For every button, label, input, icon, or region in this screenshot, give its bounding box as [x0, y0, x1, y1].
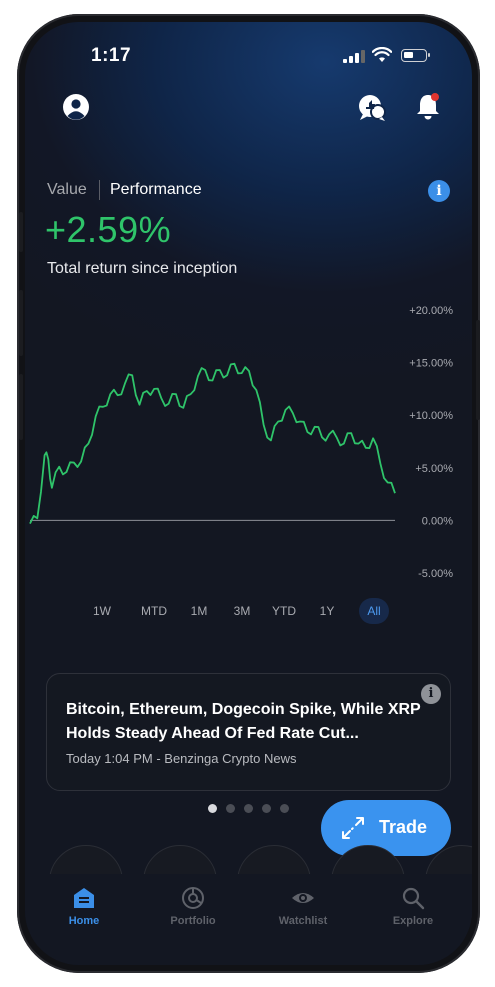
trade-button[interactable]: Trade: [321, 800, 451, 856]
status-time: 1:17: [91, 45, 132, 66]
eye-icon: [292, 893, 314, 903]
phone-volume-down: [19, 374, 23, 440]
bell-icon[interactable]: [413, 91, 443, 121]
news-headline[interactable]: Bitcoin, Ethereum, Dogecoin Spike, While…: [66, 701, 421, 742]
nav-explore[interactable]: Explore: [378, 886, 448, 927]
y-tick-label: -5.00%: [418, 568, 453, 580]
bottom-nav: Home Portfolio Watchlist Explore: [25, 874, 472, 965]
chat-bubbles-icon[interactable]: [357, 93, 387, 123]
nav-label: Portfolio: [170, 915, 216, 927]
account-circle-icon[interactable]: [62, 93, 90, 121]
carousel-dot[interactable]: [262, 804, 271, 813]
range-ytd[interactable]: YTD: [272, 604, 296, 618]
info-icon[interactable]: i: [428, 180, 450, 202]
range-1m[interactable]: 1M: [190, 604, 208, 618]
phone-silent-switch: [19, 212, 23, 252]
range-1w[interactable]: 1W: [93, 604, 111, 618]
range-all[interactable]: All: [359, 598, 389, 624]
performance-label: Total return since inception: [47, 260, 238, 277]
nav-label: Watchlist: [278, 915, 328, 927]
phone-power-button: [476, 320, 480, 420]
y-tick-label: +20.00%: [409, 305, 453, 317]
y-tick-label: +5.00%: [415, 463, 453, 475]
nav-home[interactable]: Home: [49, 886, 119, 927]
y-tick-label: +15.00%: [409, 358, 453, 370]
range-3m[interactable]: 3M: [233, 604, 251, 618]
range-mtd[interactable]: MTD: [141, 604, 167, 618]
app-screen: 1:17 Value Performance i +2.59% Total re…: [25, 22, 472, 965]
performance-value: +2.59%: [45, 209, 172, 250]
news-source-time: Today 1:04 PM - Benzinga Crypto News: [66, 751, 297, 766]
info-icon[interactable]: i: [421, 684, 441, 704]
phone-volume-up: [19, 290, 23, 356]
tab-divider: [99, 180, 100, 200]
trade-label: Trade: [379, 817, 428, 837]
carousel-dot[interactable]: [244, 804, 253, 813]
range-1y[interactable]: 1Y: [319, 604, 335, 618]
battery-icon: [401, 49, 430, 62]
carousel-dot[interactable]: [226, 804, 235, 813]
tab-value[interactable]: Value: [47, 181, 87, 198]
y-tick-label: +10.00%: [409, 410, 453, 422]
nav-label: Explore: [392, 915, 434, 927]
nav-label: Home: [68, 915, 100, 927]
news-card[interactable]: Bitcoin, Ethereum, Dogecoin Spike, While…: [46, 673, 451, 791]
arrows-diagonal-icon: [342, 817, 364, 839]
wifi-icon: [372, 47, 392, 62]
y-tick-label: 0.00%: [422, 515, 453, 527]
search-icon: [402, 887, 425, 910]
home-icon: [74, 888, 94, 908]
carousel-dot[interactable]: [280, 804, 289, 813]
cellular-signal-icon: [343, 50, 365, 63]
performance-series-line: [29, 362, 396, 524]
tab-performance[interactable]: Performance: [110, 181, 202, 198]
performance-chart[interactable]: +20.00% +15.00% +10.00% +5.00% 0.00% -5.00%: [25, 292, 472, 592]
portfolio-icon: [182, 887, 204, 909]
nav-portfolio[interactable]: Portfolio: [158, 886, 228, 927]
nav-watchlist[interactable]: Watchlist: [268, 886, 338, 927]
carousel-dot[interactable]: [208, 804, 217, 813]
